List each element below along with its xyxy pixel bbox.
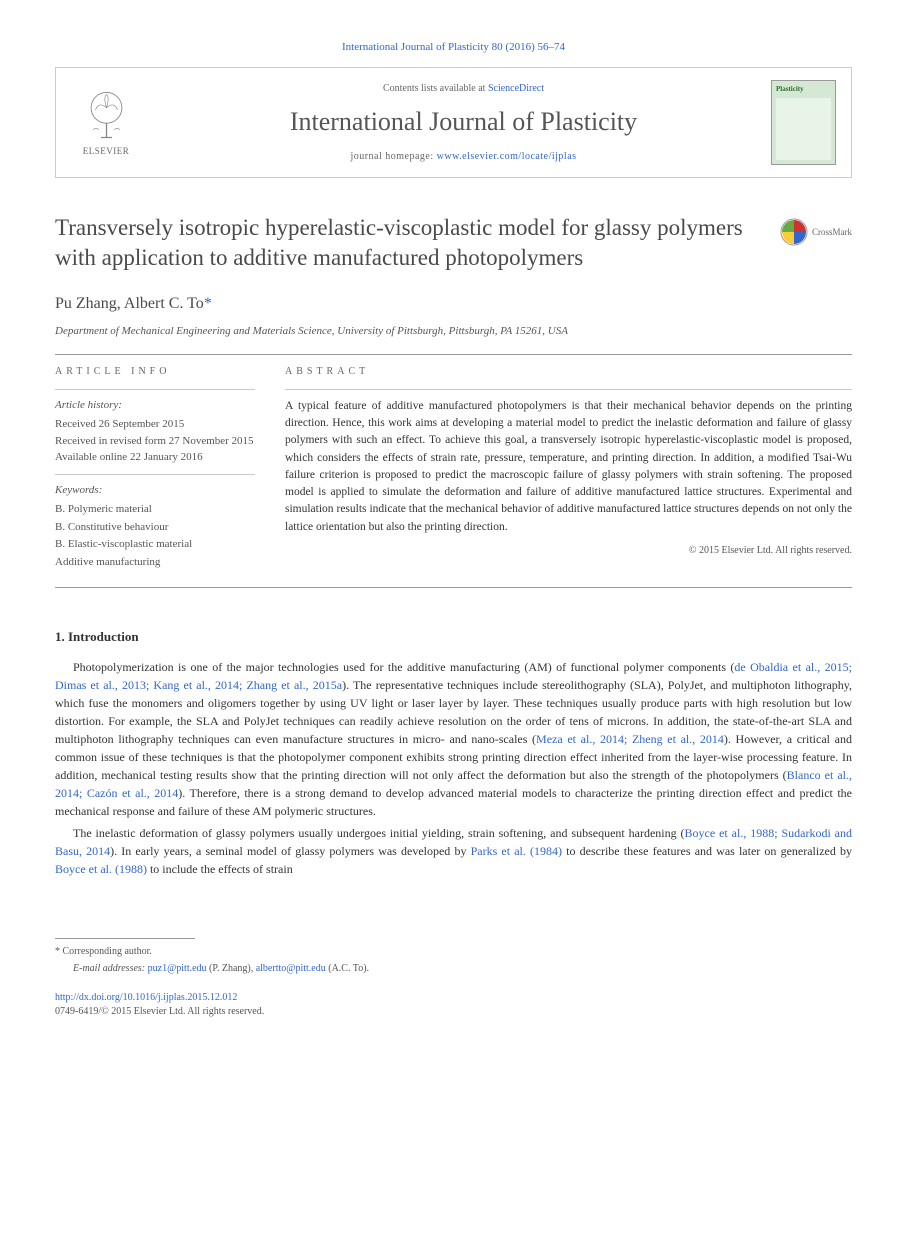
contents-prefix: Contents lists available at [383, 83, 488, 94]
intro-paragraph-1: Photopolymerization is one of the major … [55, 658, 852, 820]
info-abstract-row: ARTICLE INFO Article history: Received 2… [55, 365, 852, 572]
keywords-list: B. Polymeric material B. Constitutive be… [55, 501, 255, 571]
introduction-section: 1. Introduction Photopolymerization is o… [55, 628, 852, 878]
affiliation: Department of Mechanical Engineering and… [55, 324, 852, 339]
revised-date: Received in revised form 27 November 201… [55, 433, 255, 450]
body-text-span: to include the effects of strain [147, 862, 293, 876]
crossmark-icon [780, 218, 808, 246]
info-divider-1 [55, 389, 255, 390]
article-title: Transversely isotropic hyperelastic-visc… [55, 213, 780, 273]
received-date: Received 26 September 2015 [55, 416, 255, 433]
citation-line[interactable]: International Journal of Plasticity 80 (… [55, 40, 852, 55]
journal-header-box: ELSEVIER Contents lists available at Sci… [55, 67, 852, 178]
abstract-divider [285, 389, 852, 390]
elsevier-tree-icon [79, 88, 134, 143]
divider-top [55, 354, 852, 355]
citation-link[interactable]: Meza et al., 2014; Zheng et al., 2014 [536, 732, 724, 746]
email-suffix: (P. Zhang), [207, 963, 256, 974]
abstract-text: A typical feature of additive manufactur… [285, 398, 852, 536]
abstract-header: ABSTRACT [285, 365, 852, 379]
article-info-header: ARTICLE INFO [55, 365, 255, 379]
contents-available-line: Contents lists available at ScienceDirec… [156, 82, 771, 96]
keyword-item: Additive manufacturing [55, 554, 255, 572]
email-suffix: (A.C. To). [326, 963, 369, 974]
info-divider-2 [55, 474, 255, 475]
publisher-name: ELSEVIER [83, 145, 130, 158]
homepage-link[interactable]: www.elsevier.com/locate/ijplas [437, 151, 577, 162]
footer-divider [55, 938, 195, 939]
authors-line: Pu Zhang, Albert C. To* [55, 293, 852, 315]
email-link-2[interactable]: albertto@pitt.edu [256, 963, 326, 974]
abstract-copyright: © 2015 Elsevier Ltd. All rights reserved… [285, 544, 852, 558]
corresponding-star[interactable]: * [204, 295, 212, 312]
introduction-heading: 1. Introduction [55, 628, 852, 646]
keyword-item: B. Elastic-viscoplastic material [55, 536, 255, 554]
corresponding-author-note: * Corresponding author. [55, 945, 852, 959]
cover-title: Plasticity [776, 85, 831, 95]
article-info-column: ARTICLE INFO Article history: Received 2… [55, 365, 255, 572]
citation-link[interactable]: Parks et al. (1984) [471, 844, 562, 858]
homepage-line: journal homepage: www.elsevier.com/locat… [156, 150, 771, 164]
body-text-span: The inelastic deformation of glassy poly… [73, 826, 685, 840]
title-row: Transversely isotropic hyperelastic-visc… [55, 213, 852, 273]
body-text-span: ). In early years, a seminal model of gl… [110, 844, 470, 858]
email-addresses-line: E-mail addresses: puz1@pitt.edu (P. Zhan… [55, 962, 852, 976]
page-footer: * Corresponding author. E-mail addresses… [55, 938, 852, 1019]
abstract-column: ABSTRACT A typical feature of additive m… [285, 365, 852, 572]
crossmark-badge[interactable]: CrossMark [780, 218, 852, 246]
online-date: Available online 22 January 2016 [55, 449, 255, 466]
keyword-item: B. Constitutive behaviour [55, 519, 255, 537]
journal-name: International Journal of Plasticity [156, 104, 771, 140]
journal-cover-thumbnail[interactable]: Plasticity [771, 80, 836, 165]
doi-link[interactable]: http://dx.doi.org/10.1016/j.ijplas.2015.… [55, 991, 852, 1005]
email-label: E-mail addresses: [73, 963, 148, 974]
keyword-item: B. Polymeric material [55, 501, 255, 519]
issn-copyright: 0749-6419/© 2015 Elsevier Ltd. All right… [55, 1005, 852, 1019]
sciencedirect-link[interactable]: ScienceDirect [488, 83, 544, 94]
cover-body [776, 98, 831, 160]
header-center: Contents lists available at ScienceDirec… [156, 82, 771, 164]
body-text-span: Photopolymerization is one of the major … [73, 660, 734, 674]
authors-names: Pu Zhang, Albert C. To [55, 295, 204, 312]
history-label: Article history: [55, 398, 255, 413]
homepage-prefix: journal homepage: [350, 151, 436, 162]
citation-link[interactable]: Boyce et al. (1988) [55, 862, 147, 876]
body-text-span: to describe these features and was later… [562, 844, 852, 858]
email-link-1[interactable]: puz1@pitt.edu [148, 963, 207, 974]
divider-bottom [55, 587, 852, 588]
crossmark-label: CrossMark [812, 226, 852, 239]
elsevier-logo[interactable]: ELSEVIER [71, 83, 141, 163]
keywords-label: Keywords: [55, 483, 255, 498]
intro-paragraph-2: The inelastic deformation of glassy poly… [55, 824, 852, 878]
article-page: International Journal of Plasticity 80 (… [0, 0, 907, 1059]
